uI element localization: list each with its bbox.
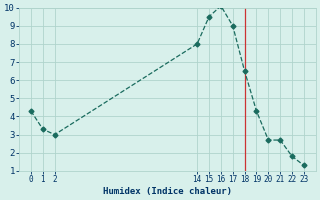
X-axis label: Humidex (Indice chaleur): Humidex (Indice chaleur) xyxy=(103,187,232,196)
